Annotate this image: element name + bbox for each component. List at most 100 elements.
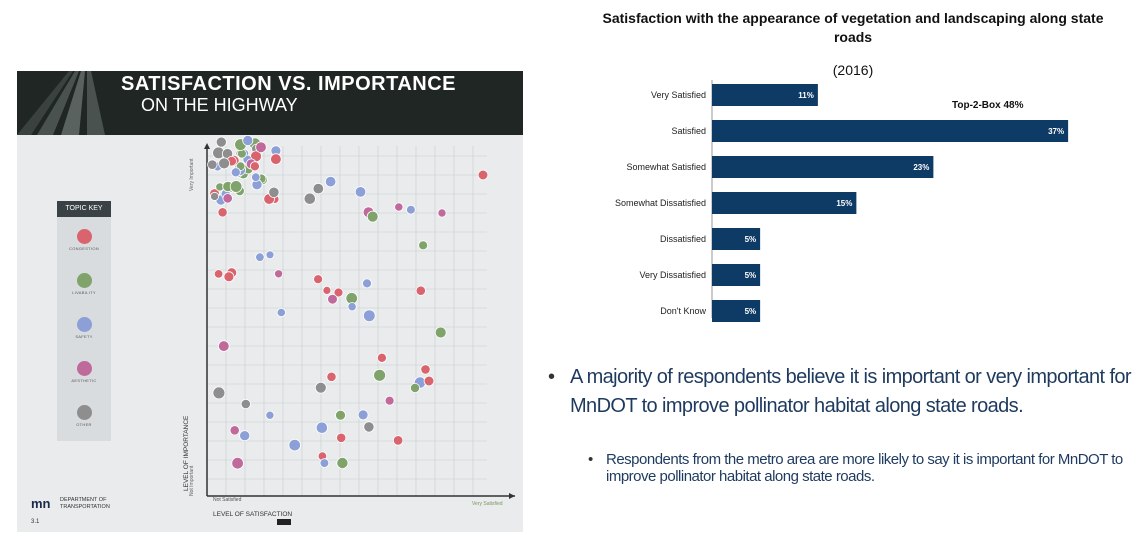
safety-sticker xyxy=(354,186,367,198)
congestion-sticker xyxy=(415,285,426,296)
congestion-sticker xyxy=(392,435,404,446)
category-label: Very Dissatisfied xyxy=(639,270,706,280)
livability-sticker xyxy=(229,180,243,193)
key-label: SAFETY xyxy=(75,334,93,339)
safety-sticker xyxy=(265,410,275,420)
other-sticker xyxy=(212,386,226,400)
value-label: 15% xyxy=(836,199,852,208)
key-item-livability: LIVABILITY xyxy=(57,273,111,295)
safety-sticker xyxy=(288,438,301,452)
key-item-congestion: CONGESTION xyxy=(57,229,111,251)
bullet-icon: • xyxy=(588,451,593,468)
congestion-sticker xyxy=(322,285,332,295)
chart-title: Satisfaction with the appearance of vege… xyxy=(602,10,1104,45)
congestion-sticker xyxy=(313,274,324,285)
aesthetic-sticker xyxy=(327,293,338,305)
category-label: Very Satisfied xyxy=(651,90,706,100)
livability-sticker xyxy=(336,456,349,469)
top-2-box-annotation: Top-2-Box 48% xyxy=(952,100,1024,111)
safety-sticker xyxy=(362,309,376,323)
bar xyxy=(712,264,761,286)
value-label: 5% xyxy=(745,235,757,244)
bar-chart: Very Satisfied 11% Satisfied 37% Somewhat Sa… xyxy=(615,80,1069,322)
bar xyxy=(712,156,934,178)
congestion-sticker xyxy=(336,432,347,443)
aesthetic-sticker xyxy=(394,202,404,212)
aesthetic-sticker xyxy=(229,425,240,436)
category-label: Dissatisfied xyxy=(660,234,706,244)
bar xyxy=(712,192,857,214)
bar xyxy=(712,84,818,106)
safety-sticker xyxy=(362,278,372,289)
livability-sticker xyxy=(418,240,429,251)
other-icon xyxy=(76,405,92,420)
congestion-sticker xyxy=(420,364,431,375)
poster-y-bottom-label: Not Important xyxy=(189,465,195,496)
mndot-logo: mn xyxy=(31,496,51,511)
poster-grid xyxy=(206,146,487,496)
dept-line1: DEPARTMENT OF xyxy=(60,497,107,503)
other-sticker xyxy=(210,191,220,201)
aesthetic-sticker xyxy=(218,340,230,352)
y-arrow-icon xyxy=(204,143,210,149)
poster-title: SATISFACTION VS. IMPORTANCE xyxy=(121,73,456,95)
safety-sticker xyxy=(406,204,416,215)
category-label: Satisfied xyxy=(671,126,706,136)
bar xyxy=(712,228,761,250)
poster-y-top-label: Very Important xyxy=(189,158,195,191)
safety-sticker xyxy=(239,430,251,442)
livability-sticker xyxy=(373,368,387,382)
poster-plot: Very Important Not Important LEVEL OF IM… xyxy=(31,135,515,525)
safety-sticker xyxy=(242,135,254,147)
bar-layer: Very Satisfied 11% Satisfied 37% Somewhat Sa… xyxy=(615,80,1069,322)
other-sticker xyxy=(314,381,327,394)
other-sticker xyxy=(303,192,316,205)
other-sticker xyxy=(312,182,325,195)
key-label: CONGESTION xyxy=(69,246,99,251)
highway-graphic xyxy=(17,71,105,135)
other-sticker xyxy=(207,159,218,170)
safety-sticker xyxy=(324,175,337,188)
aesthetic-sticker xyxy=(437,208,447,218)
congestion-sticker xyxy=(423,375,435,387)
congestion-sticker xyxy=(326,371,337,382)
bullet-main-text: A majority of respondents believe it is … xyxy=(570,366,1132,417)
bullet-icon: • xyxy=(548,366,555,388)
value-label: 37% xyxy=(1048,127,1064,136)
congestion-sticker xyxy=(376,352,387,363)
topic-key: TOPIC KEY CONGESTION LIVABILITY SAFETY A… xyxy=(57,201,111,441)
key-label: OTHER xyxy=(76,422,92,427)
bullet-sub-text: Respondents from the metro area are more… xyxy=(606,451,1123,485)
other-sticker xyxy=(268,186,280,198)
other-sticker xyxy=(215,136,227,148)
topic-key-title: TOPIC KEY xyxy=(57,201,111,217)
bar xyxy=(712,300,761,322)
safety-sticker xyxy=(315,421,328,434)
x-arrow-icon xyxy=(509,493,515,499)
safety-sticker xyxy=(276,307,286,318)
dept-line2: TRANSPORTATION xyxy=(60,504,110,510)
livability-sticker xyxy=(409,382,420,393)
other-sticker xyxy=(363,421,375,433)
poster-dots xyxy=(207,135,489,470)
key-label: LIVABILITY xyxy=(72,290,96,295)
key-item-other: OTHER xyxy=(57,405,111,427)
safety-sticker xyxy=(251,172,261,182)
congestion-sticker xyxy=(333,287,344,298)
livability-icon xyxy=(76,273,92,288)
livability-sticker xyxy=(434,326,447,339)
poster-page-number: 3.1 xyxy=(31,519,40,525)
value-label: 5% xyxy=(745,307,757,316)
poster-x-axis-label: LEVEL OF SATISFACTION xyxy=(213,511,292,518)
safety-sticker xyxy=(265,250,275,260)
congestion-sticker xyxy=(223,271,235,283)
aesthetic-sticker xyxy=(274,269,284,279)
safety-icon xyxy=(76,317,92,332)
aesthetic-sticker xyxy=(222,193,233,204)
poster-header: SATISFACTION VS. IMPORTANCE ON THE HIGHW… xyxy=(17,71,523,135)
key-item-aesthetic: AESTHETIC xyxy=(57,361,111,383)
aesthetic-sticker xyxy=(255,141,267,153)
category-label: Somewhat Satisfied xyxy=(626,162,706,172)
value-label: 11% xyxy=(798,91,814,100)
safety-sticker xyxy=(230,167,241,178)
